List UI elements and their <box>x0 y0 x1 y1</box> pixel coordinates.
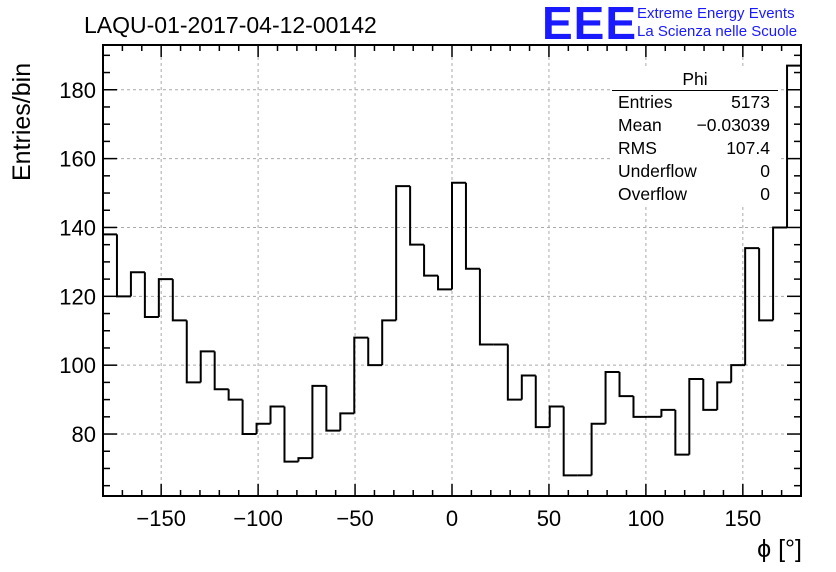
stats-value: 0 <box>760 161 770 181</box>
histogram-bin <box>758 248 774 322</box>
stats-label: Overflow <box>618 184 688 204</box>
histogram-bin <box>213 351 229 391</box>
stats-row-entries: Entries 5173 <box>612 91 778 114</box>
histogram-bin <box>702 378 718 411</box>
x-tick-label: −50 <box>336 506 373 531</box>
histogram-bin <box>395 185 411 321</box>
axes: −150 −100 −50 0 50 100 150 80 100 120 140 160 180 <box>59 44 802 531</box>
y-tick-label: 180 <box>59 78 96 103</box>
histogram-bin <box>269 405 285 424</box>
histogram-bin <box>297 457 313 462</box>
histogram-bin <box>255 422 271 435</box>
histogram-bin <box>562 406 578 477</box>
histogram-bin <box>451 181 466 290</box>
x-tick-label: −150 <box>136 506 186 531</box>
x-tick-label: −100 <box>233 506 283 531</box>
histogram-bin <box>688 377 704 455</box>
org-line-2: La Scienza nelle Scuole <box>637 23 798 40</box>
x-tick-label: 0 <box>446 506 458 531</box>
histogram-bin <box>115 234 131 298</box>
histogram-bin <box>478 268 494 346</box>
histogram-bin <box>590 422 606 476</box>
histogram-bin <box>786 64 802 496</box>
stats-row-rms: RMS 107.4 <box>612 137 778 160</box>
histogram-bin <box>409 186 425 246</box>
y-tick-label: 100 <box>59 353 96 378</box>
histogram-bin <box>423 244 439 277</box>
histogram-bin <box>604 371 620 424</box>
histogram-bin <box>353 336 369 414</box>
histogram-bin <box>632 396 648 418</box>
histogram-bin <box>325 385 341 432</box>
x-axis-label: ϕ [°] <box>757 535 802 563</box>
histogram-bin <box>534 375 550 429</box>
histogram-bin <box>716 381 732 410</box>
x-tick-label: 150 <box>724 506 761 531</box>
histogram-bin <box>157 278 173 317</box>
histogram-bin <box>674 409 690 456</box>
stats-label: Entries <box>618 92 673 112</box>
histogram-bin <box>283 406 299 463</box>
stats-row-overflow: Overflow 0 <box>612 183 778 206</box>
x-tick-label: 100 <box>628 506 665 531</box>
org-line-1: Extreme Energy Events <box>637 5 795 22</box>
x-tick-label: 50 <box>537 506 561 531</box>
histogram-bin <box>506 344 522 401</box>
stats-value: −0.03039 <box>696 115 770 135</box>
y-axis-label: Entries/bin <box>8 62 36 181</box>
histogram-bin <box>772 226 788 321</box>
histogram-bin <box>660 408 676 417</box>
histogram-bin <box>618 372 634 398</box>
y-tick-label: 140 <box>59 215 96 240</box>
stats-row-underflow: Underflow 0 <box>612 160 778 183</box>
stats-label: Mean <box>618 115 662 135</box>
chart-title: LAQU-01-2017-04-12-00142 <box>84 12 377 38</box>
histogram-bin <box>311 384 327 459</box>
histogram-bin <box>548 405 564 428</box>
y-tick-label: 120 <box>59 284 96 309</box>
histogram-bin <box>367 337 383 367</box>
histogram-bin <box>227 389 243 401</box>
stats-value: 0 <box>760 184 770 204</box>
stats-label: RMS <box>618 138 657 158</box>
histogram-bin <box>129 271 145 297</box>
stats-label: Underflow <box>618 161 697 181</box>
stats-value: 107.4 <box>726 138 770 158</box>
histogram-bin <box>339 412 355 431</box>
histogram-bin <box>730 364 746 383</box>
histogram-bin <box>199 350 215 383</box>
y-tick-label: 160 <box>59 147 96 172</box>
histogram-bin <box>437 275 452 291</box>
y-tick-label: 80 <box>72 422 96 447</box>
organization-name: Extreme Energy Events La Scienza nelle S… <box>637 5 797 41</box>
histogram-bin <box>143 272 159 318</box>
histogram-bin <box>171 279 187 322</box>
histogram-series <box>102 64 802 496</box>
histogram-bin <box>744 247 760 366</box>
stats-value: 5173 <box>731 92 770 112</box>
stats-row-mean: Mean −0.03039 <box>612 114 778 137</box>
histogram-bin <box>464 182 480 270</box>
eee-logo: EEE <box>542 0 638 49</box>
statistics-box: Phi Entries 5173 Mean −0.03039 RMS 107.4… <box>612 68 778 206</box>
histogram-bin <box>185 320 201 384</box>
histogram-bin <box>520 374 536 400</box>
stats-title: Phi <box>612 68 778 91</box>
histogram-bin <box>241 399 257 436</box>
histogram-bin <box>381 319 397 366</box>
